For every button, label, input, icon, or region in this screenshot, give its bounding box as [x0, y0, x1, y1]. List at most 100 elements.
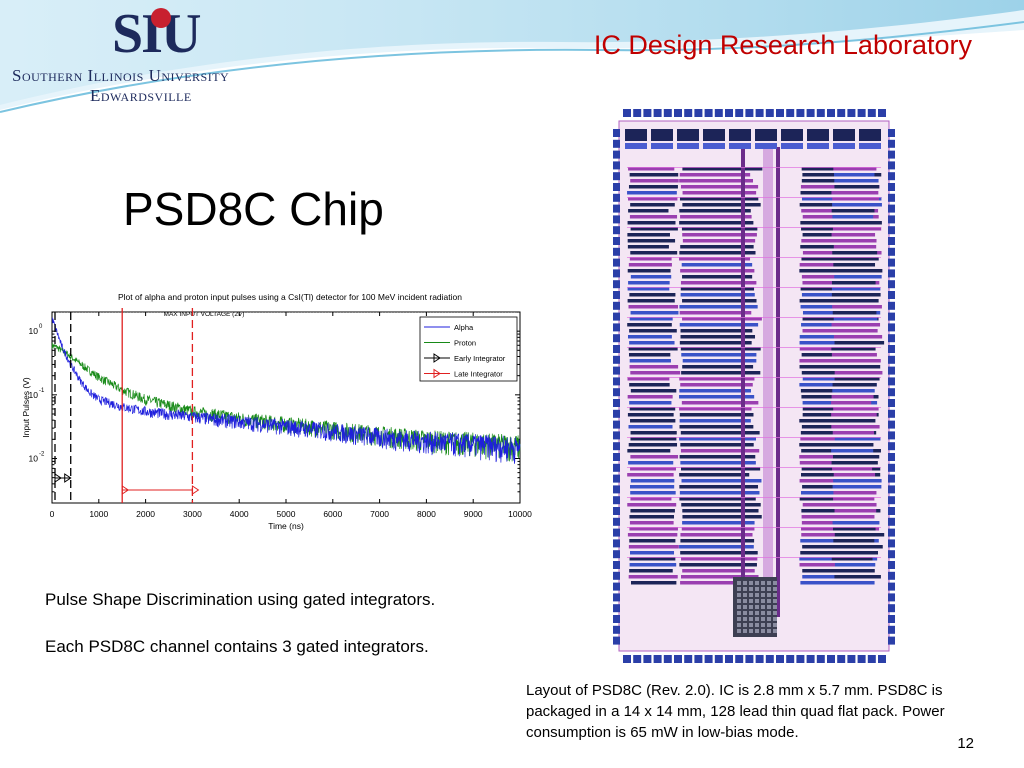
- chip-block: [743, 587, 747, 591]
- chip-block: [761, 593, 765, 597]
- chip-block: [613, 431, 620, 440]
- chip-block: [680, 329, 753, 333]
- chip-block: [613, 355, 620, 364]
- chip-block: [743, 599, 747, 603]
- chip-block: [630, 311, 679, 315]
- chip-block: [888, 625, 895, 634]
- chip-block: [831, 443, 874, 447]
- chip-block: [680, 443, 754, 447]
- chip-block: [628, 353, 671, 357]
- page-number: 12: [957, 735, 974, 752]
- chip-block: [888, 442, 895, 451]
- chip-block: [831, 353, 877, 357]
- chip-block: [627, 317, 881, 318]
- chip-block: [628, 443, 678, 447]
- chip-block: [761, 587, 765, 591]
- lab-name: IC Design Research Laboratory: [593, 30, 972, 60]
- chip-block: [703, 143, 725, 149]
- chip-block: [629, 521, 674, 525]
- chip-block: [681, 401, 759, 405]
- chip-block: [888, 496, 895, 505]
- chip-block: [681, 557, 758, 561]
- chip-block: [679, 497, 756, 501]
- legend-label: Early Integrator: [454, 354, 506, 363]
- chip-block: [888, 150, 895, 159]
- chip-block: [625, 143, 647, 149]
- chip-block: [735, 109, 744, 117]
- chip-block: [831, 281, 876, 285]
- chip-block: [737, 623, 741, 627]
- chip-block: [663, 109, 672, 117]
- chip-block: [749, 629, 753, 633]
- chip-block: [773, 629, 777, 633]
- chip-block: [613, 334, 620, 343]
- chip-block: [682, 239, 756, 243]
- chip-block: [613, 258, 620, 267]
- chip-block: [629, 383, 670, 387]
- chip-block: [651, 129, 673, 141]
- chip-block: [833, 479, 882, 483]
- chip-block: [613, 420, 620, 429]
- chip-block: [679, 563, 757, 567]
- chip-block: [755, 129, 777, 141]
- chip-block: [679, 437, 756, 441]
- chip-block: [628, 545, 679, 549]
- chip-block: [767, 599, 771, 603]
- chip-block: [888, 172, 895, 181]
- chip-block: [773, 581, 777, 585]
- chip-block: [684, 655, 693, 663]
- chip-block: [888, 247, 895, 256]
- chip-block: [613, 301, 620, 310]
- chip-block: [776, 655, 784, 663]
- chip-block: [613, 280, 620, 289]
- chart-legend: Alpha Proton Early Integrator Late Integrat…: [419, 316, 518, 382]
- chip-block: [613, 615, 620, 623]
- chip-block: [681, 503, 761, 507]
- chip-block: [630, 437, 677, 441]
- chip-block: [627, 449, 671, 453]
- chip-block: [834, 341, 885, 345]
- chip-block: [613, 442, 620, 451]
- chip-block: [743, 593, 747, 597]
- chip-block: [745, 655, 754, 663]
- chip-block: [834, 275, 882, 279]
- chip-block: [767, 605, 771, 609]
- chip-block: [834, 545, 883, 549]
- chip-block: [627, 167, 881, 168]
- chip-block: [613, 291, 620, 299]
- chip-block: [786, 109, 795, 117]
- chip-block: [627, 533, 678, 537]
- chip-block: [888, 161, 895, 170]
- chip-block: [629, 329, 677, 333]
- chip-block: [613, 161, 620, 170]
- chip-block: [833, 167, 877, 171]
- chip-block: [630, 509, 675, 513]
- chip-block: [737, 599, 741, 603]
- chip-block: [682, 515, 762, 519]
- chip-block: [629, 359, 671, 363]
- chip-block: [806, 109, 815, 117]
- y-tick-exponent: 0: [39, 324, 43, 330]
- chip-block: [745, 109, 754, 117]
- chip-block: [867, 655, 876, 663]
- chip-block: [630, 479, 675, 483]
- chip-block: [627, 347, 881, 348]
- chip-block: [613, 172, 620, 181]
- chip-block: [888, 129, 895, 137]
- chip-block: [888, 215, 895, 224]
- chip-block: [833, 143, 855, 149]
- chip-block: [629, 407, 676, 411]
- chip-block: [743, 581, 747, 585]
- chip-block: [749, 593, 753, 597]
- chip-block: [831, 401, 872, 405]
- chip-block: [755, 655, 764, 663]
- chip-block: [613, 129, 620, 137]
- chip-block: [833, 473, 876, 477]
- chip-block: [677, 143, 699, 149]
- chip-block: [831, 191, 879, 195]
- chip-block: [755, 611, 759, 615]
- y-tick-label: 10: [29, 390, 39, 400]
- chip-block: [888, 615, 895, 623]
- chip-block: [613, 496, 620, 505]
- chip-block: [613, 139, 620, 148]
